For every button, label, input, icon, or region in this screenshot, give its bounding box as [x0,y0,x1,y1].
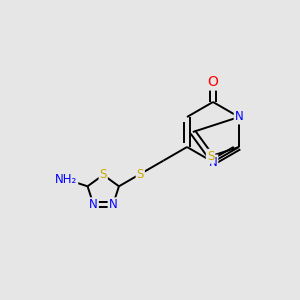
Text: O: O [208,76,218,89]
Text: S: S [136,167,144,181]
Text: N: N [89,198,98,211]
Text: NH₂: NH₂ [55,173,77,186]
Text: S: S [207,150,214,163]
Text: N: N [208,155,217,169]
Text: N: N [109,198,117,211]
Text: N: N [235,110,243,124]
Text: S: S [100,168,107,182]
